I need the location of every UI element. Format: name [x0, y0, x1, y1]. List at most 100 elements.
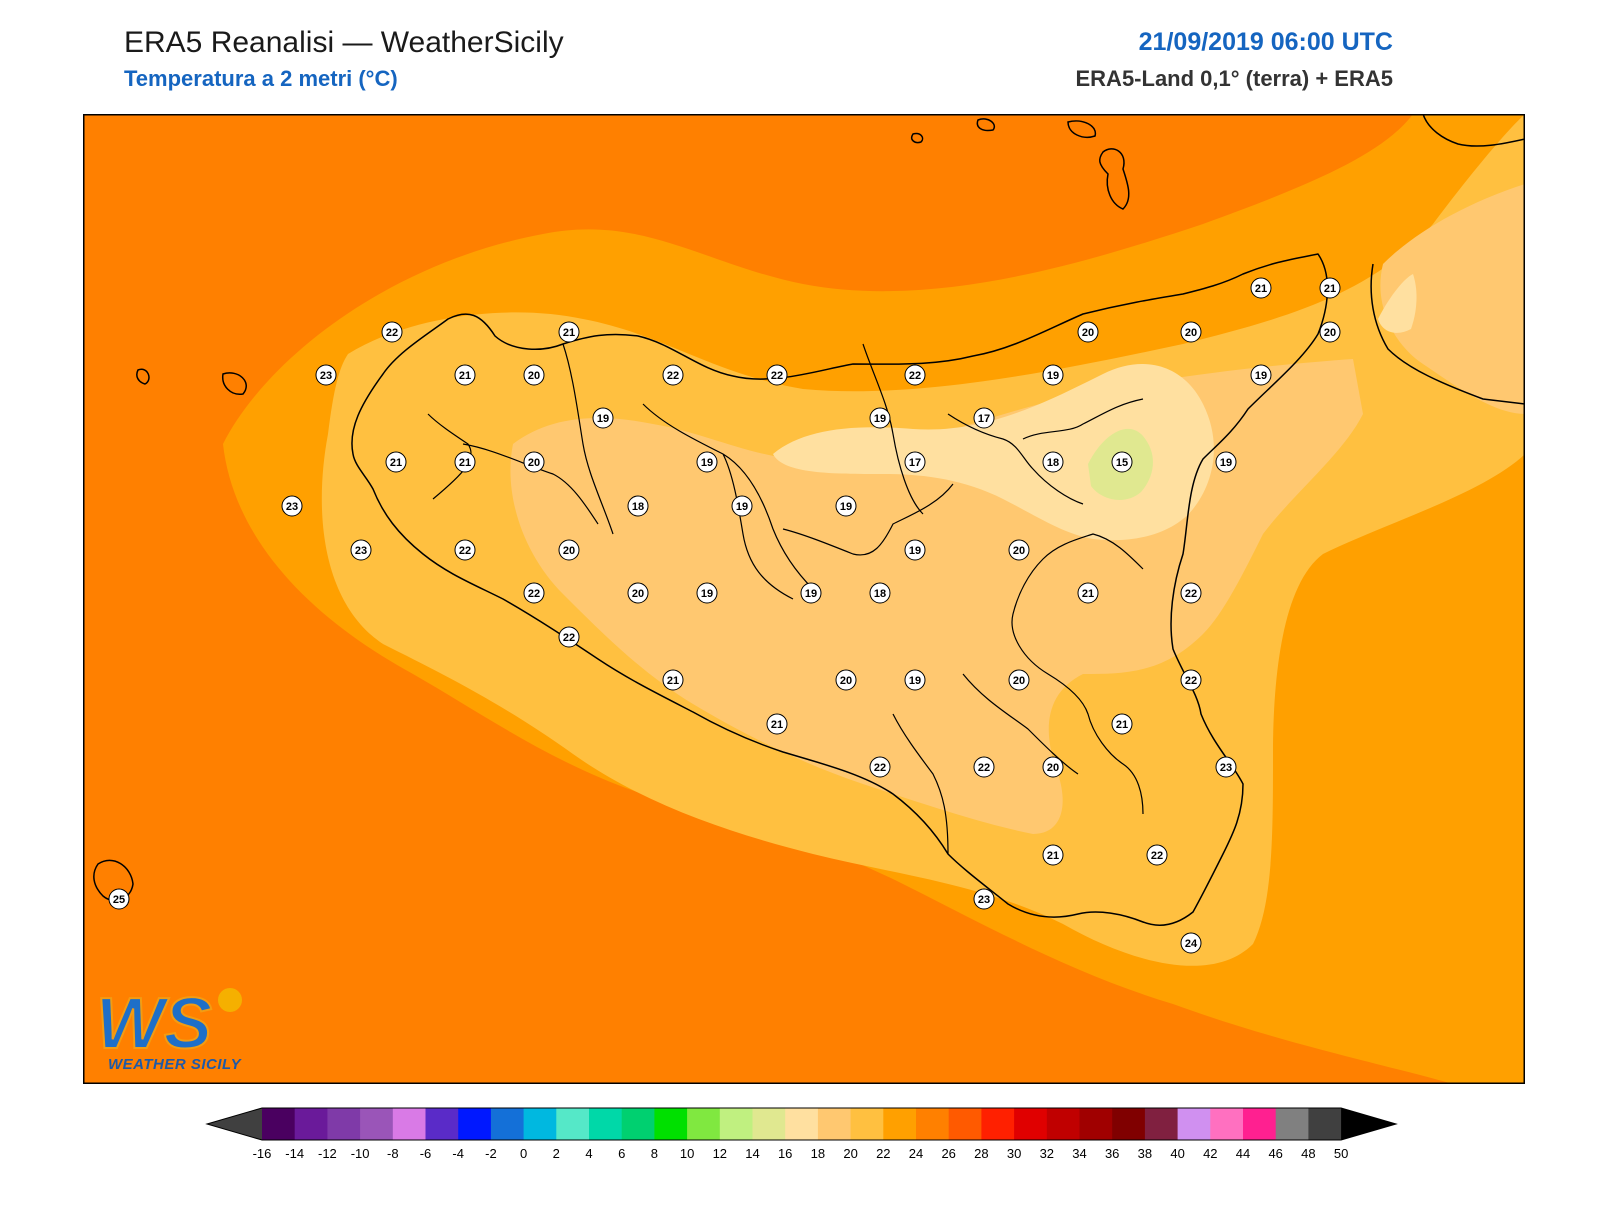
station-marker: 22 — [904, 364, 926, 386]
station-marker: 22 — [454, 539, 476, 561]
island-ustica — [910, 132, 924, 144]
station-value: 17 — [909, 457, 921, 469]
station-value: 20 — [563, 545, 575, 557]
station-value: 18 — [874, 588, 886, 600]
station-value: 19 — [736, 501, 748, 513]
colorbar-segment — [719, 1108, 753, 1140]
station-value: 21 — [1047, 850, 1059, 862]
station-marker: 24 — [1180, 932, 1202, 954]
colorbar-segment — [1079, 1108, 1113, 1140]
station-marker: 23 — [281, 495, 303, 517]
station-marker: 21 — [1111, 713, 1133, 735]
colorbar-segment — [294, 1108, 328, 1140]
colorbar-tick-label: 22 — [876, 1146, 890, 1161]
station-marker: 23 — [1215, 756, 1237, 778]
colorbar-tick-label: 24 — [909, 1146, 923, 1161]
station-marker: 19 — [696, 451, 718, 473]
station-value: 21 — [1255, 283, 1267, 295]
colorbar-tick-label: 34 — [1072, 1146, 1086, 1161]
colorbar-tick-label: -2 — [485, 1146, 497, 1161]
station-marker: 22 — [1180, 582, 1202, 604]
colorbar-tick-label: 8 — [651, 1146, 658, 1161]
colorbar-segment — [948, 1108, 982, 1140]
station-marker: 22 — [766, 364, 788, 386]
colorbar-tick-label: 40 — [1170, 1146, 1184, 1161]
station-marker: 19 — [800, 582, 822, 604]
station-value: 20 — [1013, 545, 1025, 557]
band-18-20-east — [1380, 184, 1525, 414]
colorbar-tick-label: 50 — [1334, 1146, 1348, 1161]
station-marker: 20 — [835, 669, 857, 691]
colorbar-segment — [916, 1108, 950, 1140]
station-marker: 21 — [454, 364, 476, 386]
station-value: 22 — [771, 370, 783, 382]
province-boundaries — [427, 343, 1144, 855]
station-value: 21 — [1324, 283, 1336, 295]
station-marker: 21 — [1250, 277, 1272, 299]
colorbar-tick-label: 26 — [941, 1146, 955, 1161]
station-value: 22 — [528, 588, 540, 600]
station-marker: 19 — [1215, 451, 1237, 473]
station-marker: 19 — [904, 669, 926, 691]
colorbar-segment — [687, 1108, 721, 1140]
colorbar-segment — [785, 1108, 819, 1140]
island-marettimo — [136, 368, 150, 385]
station-value: 19 — [1255, 370, 1267, 382]
colorbar-tick-label: -16 — [253, 1146, 272, 1161]
colorbar-tick-label: 12 — [713, 1146, 727, 1161]
island-alicudi — [976, 118, 995, 132]
island-favignana — [222, 372, 247, 395]
station-marker: 19 — [869, 407, 891, 429]
colorbar-tick-label: -6 — [420, 1146, 432, 1161]
colorbar-segment — [327, 1108, 361, 1140]
station-marker: 19 — [835, 495, 857, 517]
colorbar-segment — [589, 1108, 623, 1140]
colorbar-segment — [425, 1108, 459, 1140]
station-value: 20 — [632, 588, 644, 600]
station-value: 23 — [355, 545, 367, 557]
station-marker: 22 — [558, 626, 580, 648]
station-value: 19 — [840, 501, 852, 513]
station-value: 21 — [563, 327, 575, 339]
colorbar-segment — [752, 1108, 786, 1140]
station-value: 21 — [459, 370, 471, 382]
colorbar-segment — [883, 1108, 917, 1140]
station-value: 19 — [701, 457, 713, 469]
station-value: 19 — [805, 588, 817, 600]
station-value: 24 — [1185, 938, 1198, 950]
colorbar-tick-label: -10 — [351, 1146, 370, 1161]
station-marker: 23 — [973, 888, 995, 910]
station-value: 22 — [1185, 588, 1197, 600]
station-value: 20 — [1185, 327, 1197, 339]
station-marker: 20 — [558, 539, 580, 561]
station-marker: 25 — [108, 888, 130, 910]
map-title: ERA5 Reanalisi — WeatherSicily — [124, 26, 564, 59]
colorbar-tick-label: 0 — [520, 1146, 527, 1161]
colorbar-tick-label: 14 — [745, 1146, 759, 1161]
colorbar-tick-label: 4 — [585, 1146, 592, 1161]
station-marker: 21 — [558, 321, 580, 343]
station-marker: 18 — [1042, 451, 1064, 473]
colorbar-segment — [654, 1108, 688, 1140]
colorbar-segment — [1275, 1108, 1309, 1140]
station-value: 19 — [597, 413, 609, 425]
station-value: 18 — [632, 501, 644, 513]
colorbar-segment — [1144, 1108, 1179, 1140]
station-marker: 22 — [1146, 844, 1168, 866]
station-marker: 22 — [523, 582, 545, 604]
colorbar-tick-label: 6 — [618, 1146, 625, 1161]
colorbar-tick-label: 18 — [811, 1146, 825, 1161]
colorbar-tick-label: 2 — [553, 1146, 560, 1161]
station-value: 19 — [909, 545, 921, 557]
band-22-24-south — [1318, 544, 1525, 1084]
station-value: 22 — [563, 632, 575, 644]
station-marker: 21 — [1319, 277, 1341, 299]
station-value: 19 — [874, 413, 886, 425]
station-value: 23 — [1220, 762, 1232, 774]
colorbar-segment — [1243, 1108, 1277, 1140]
station-value: 19 — [1220, 457, 1232, 469]
station-marker: 20 — [1180, 321, 1202, 343]
station-value: 21 — [459, 457, 471, 469]
map-subtitle: Temperatura a 2 metri (°C) — [124, 66, 398, 91]
weather-sicily-logo: WS — [92, 978, 262, 1078]
